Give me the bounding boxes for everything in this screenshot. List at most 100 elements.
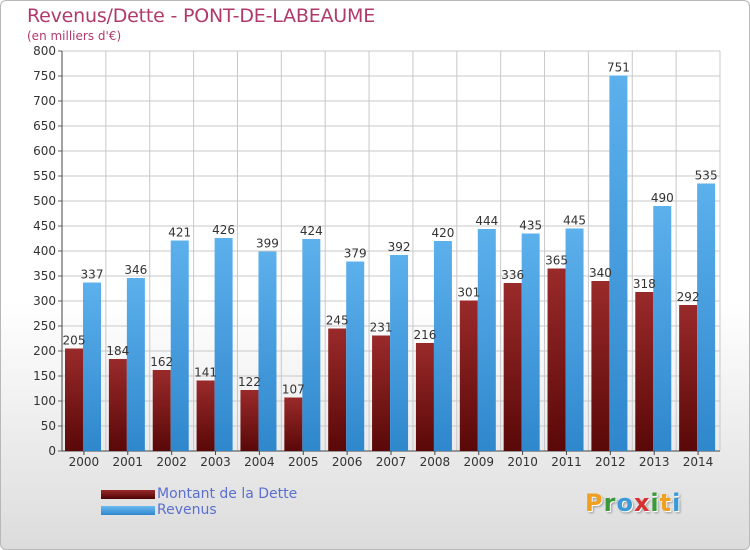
x-tick-label: 2005: [288, 455, 319, 469]
bar-revenue: [565, 228, 584, 451]
logo-letter: P: [585, 489, 604, 517]
x-tick-label: 2013: [639, 455, 670, 469]
bar-revenue: [433, 241, 452, 451]
y-tick-label: 500: [33, 194, 56, 208]
bar-debt: [65, 348, 83, 451]
proxiti-logo: Proxiti: [585, 489, 681, 517]
bar-revenue: [390, 255, 409, 451]
data-label-revenue: 535: [695, 169, 718, 183]
bar-revenue: [609, 75, 628, 451]
x-tick-label: 2012: [595, 455, 626, 469]
bar-revenue: [83, 282, 101, 451]
bar-debt: [328, 328, 347, 451]
x-tick-label: 2014: [683, 455, 714, 469]
bar-debt: [591, 281, 610, 451]
bar-debt: [196, 380, 215, 451]
data-label-debt: 301: [457, 286, 480, 300]
bar-debt: [108, 359, 127, 451]
bar-revenue: [521, 233, 540, 451]
bar-revenue: [653, 206, 672, 451]
x-tick-label: 2007: [376, 455, 407, 469]
bar-debt: [547, 268, 566, 451]
y-tick-label: 800: [33, 44, 56, 58]
logo-letter: x: [633, 489, 651, 517]
x-tick-label: 2009: [463, 455, 494, 469]
data-label-revenue: 346: [124, 263, 147, 277]
bar-debt: [372, 335, 391, 451]
data-label-debt: 340: [589, 266, 612, 280]
legend-item-revenue: Revenus: [101, 502, 361, 519]
data-label-revenue: 435: [519, 219, 542, 233]
bar-debt: [503, 283, 522, 451]
bar-debt: [459, 300, 478, 451]
logo-letter: i: [650, 489, 660, 517]
y-tick-label: 550: [33, 169, 56, 183]
data-label-revenue: 445: [563, 214, 586, 228]
bar-revenue: [214, 238, 233, 451]
data-label-debt: 162: [150, 355, 173, 369]
legend: Montant de la Dette Revenus: [101, 486, 361, 519]
bar-debt: [679, 305, 698, 451]
logo-letter: t: [659, 489, 673, 517]
data-label-revenue: 337: [81, 268, 104, 282]
chart-title: Revenus/Dette - PONT-DE-LABEAUME: [27, 5, 375, 27]
chart-subtitle: (en milliers d'€): [27, 29, 122, 43]
logo-letter: o: [616, 489, 634, 517]
y-tick-label: 350: [33, 269, 56, 283]
x-tick-label: 2000: [69, 455, 100, 469]
legend-swatch-debt: [101, 490, 155, 499]
data-label-debt: 141: [194, 366, 217, 380]
y-tick-label: 250: [33, 319, 56, 333]
x-tick-label: 2011: [551, 455, 582, 469]
data-label-revenue: 751: [607, 61, 630, 75]
data-label-debt: 216: [413, 328, 436, 342]
bar-revenue: [346, 261, 365, 451]
bar-debt: [284, 397, 303, 451]
x-tick-label: 2008: [420, 455, 451, 469]
bar-debt: [152, 370, 171, 451]
data-label-debt: 231: [370, 321, 393, 335]
y-tick-label: 100: [33, 394, 56, 408]
bar-revenue: [697, 183, 716, 451]
y-tick-label: 300: [33, 294, 56, 308]
y-tick-label: 0: [48, 444, 56, 458]
legend-item-debt: Montant de la Dette: [101, 486, 361, 503]
legend-label-debt: Montant de la Dette: [157, 486, 298, 502]
legend-label-revenue: Revenus: [157, 502, 217, 518]
y-tick-label: 50: [41, 419, 56, 433]
y-tick-label: 150: [33, 369, 56, 383]
data-label-debt: 245: [326, 314, 349, 328]
x-tick-label: 2002: [156, 455, 187, 469]
logo-letter: r: [603, 489, 617, 517]
y-tick-label: 750: [33, 69, 56, 83]
data-label-debt: 107: [282, 383, 305, 397]
data-label-debt: 205: [63, 334, 86, 348]
data-labels: 205 337 184 346 162 421 141 426 122 399 107 424 245 3…: [63, 61, 718, 397]
x-tick-label: 2010: [507, 455, 538, 469]
data-label-debt: 365: [545, 254, 568, 268]
y-tick-label: 200: [33, 344, 56, 358]
bar-revenue: [126, 278, 145, 451]
data-label-revenue: 379: [344, 247, 367, 261]
bar-debt: [635, 292, 654, 451]
axes: 0 50 100 150 200 250 300 350 400 450 500 550 600 650 7…: [33, 44, 720, 469]
y-tick-label: 700: [33, 94, 56, 108]
data-label-revenue: 421: [168, 226, 191, 240]
y-tick-label: 650: [33, 119, 56, 133]
legend-swatch-revenue: [101, 506, 155, 515]
bar-revenue: [477, 229, 496, 451]
x-tick-label: 2004: [244, 455, 275, 469]
y-tick-label: 400: [33, 244, 56, 258]
y-tick-label: 600: [33, 144, 56, 158]
bars: [65, 75, 716, 451]
data-label-revenue: 392: [388, 240, 411, 254]
bar-debt: [240, 390, 259, 451]
data-label-debt: 184: [106, 344, 129, 358]
bar-revenue: [170, 240, 189, 451]
data-label-debt: 292: [677, 290, 700, 304]
data-label-revenue: 490: [651, 191, 674, 205]
data-label-debt: 122: [238, 375, 261, 389]
logo-letter: i: [672, 489, 682, 517]
bar-debt: [415, 343, 434, 451]
